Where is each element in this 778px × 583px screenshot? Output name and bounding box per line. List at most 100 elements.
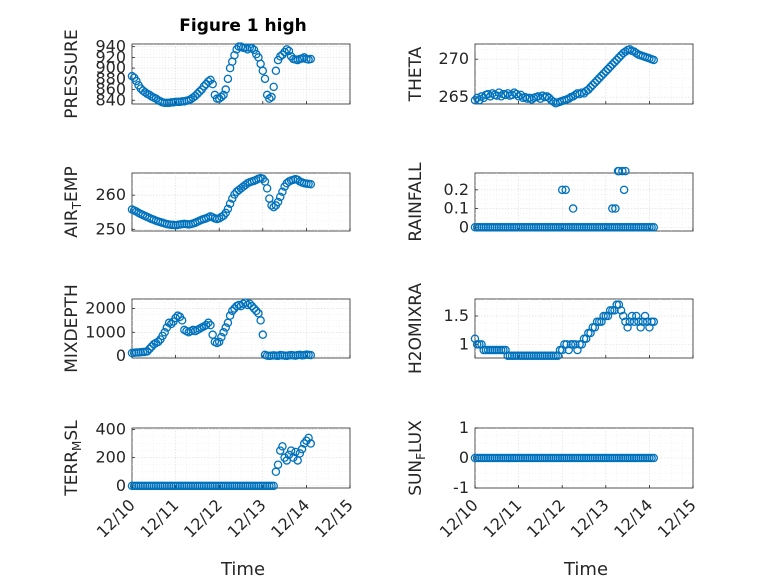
data-point xyxy=(145,90,154,100)
data-point xyxy=(258,66,268,76)
data-point xyxy=(241,180,250,190)
data-point xyxy=(275,446,285,455)
data-point xyxy=(219,90,228,100)
data-point xyxy=(267,201,276,210)
x-tick-label: 12/13 xyxy=(567,495,613,541)
y-axis-label: RAINFALL xyxy=(406,162,426,242)
data-point xyxy=(612,55,621,65)
x-tick-label: 12/11 xyxy=(136,495,182,541)
data-point xyxy=(245,299,254,309)
data-point xyxy=(228,306,237,316)
data-point xyxy=(201,320,211,330)
x-tick-label: 12/14 xyxy=(267,495,313,541)
data-point xyxy=(618,311,628,321)
data-point xyxy=(649,55,659,65)
x-tick-label: 12/10 xyxy=(436,495,482,541)
data-point xyxy=(640,311,650,321)
data-point xyxy=(195,87,204,96)
data-point xyxy=(306,54,316,64)
data-point xyxy=(597,317,606,326)
data-point xyxy=(247,44,257,53)
data-point xyxy=(275,192,285,202)
data-point xyxy=(249,45,259,55)
data-point xyxy=(603,311,613,321)
data-point xyxy=(616,306,626,315)
y-tick-label: 1 xyxy=(459,334,469,353)
data-point xyxy=(193,89,202,99)
data-point xyxy=(306,350,316,360)
data-point xyxy=(201,79,211,89)
data-point xyxy=(306,180,316,189)
y-tick-label: 0.1 xyxy=(444,199,469,218)
y-tick-label: 880 xyxy=(95,69,126,88)
y-tick-label: 1 xyxy=(459,418,469,437)
x-tick-label: 12/15 xyxy=(654,495,700,541)
data-point xyxy=(199,82,209,91)
data-point xyxy=(588,80,597,90)
data-point xyxy=(265,94,274,103)
data-point xyxy=(477,340,486,349)
y-tick-label: 940 xyxy=(95,37,126,56)
data-point xyxy=(278,442,287,451)
subplot-6: 1 1.5 H2OMIXRA xyxy=(406,283,694,374)
data-point xyxy=(249,304,259,313)
data-point xyxy=(638,317,648,326)
data-point xyxy=(608,60,617,69)
data-point xyxy=(632,311,641,321)
data-point xyxy=(590,78,600,87)
data-point xyxy=(204,318,213,328)
data-point xyxy=(127,71,137,81)
subplot-3: 250 260 AIRTEMP xyxy=(62,166,351,238)
y-axis-label: SUNFLUX xyxy=(406,420,428,496)
data-point xyxy=(636,323,645,332)
figure-title: Figure 1 high xyxy=(179,16,307,36)
data-point xyxy=(219,328,228,337)
data-point xyxy=(571,340,580,349)
data-point xyxy=(269,82,278,92)
data-point xyxy=(282,178,292,188)
data-point xyxy=(153,337,163,347)
data-point xyxy=(275,52,285,61)
axes-box xyxy=(474,298,694,359)
data-point xyxy=(273,460,283,469)
data-point xyxy=(214,214,224,223)
data-point xyxy=(160,328,169,337)
data-point xyxy=(177,316,187,325)
x-tick-label: 12/12 xyxy=(523,495,569,541)
data-point xyxy=(247,301,257,311)
y-tick-label: 0 xyxy=(116,346,126,365)
y-tick-label: 250 xyxy=(95,219,126,238)
data-point xyxy=(470,95,480,105)
data-point xyxy=(610,306,619,315)
data-point xyxy=(284,46,294,56)
data-point xyxy=(586,83,595,92)
data-point xyxy=(132,76,141,86)
y-tick-label: 860 xyxy=(95,80,126,99)
data-point xyxy=(625,317,635,326)
data-point xyxy=(217,332,226,342)
data-point xyxy=(592,76,602,85)
data-point xyxy=(597,71,606,81)
y-tick-label: 920 xyxy=(95,47,126,66)
y-tick-label: 265 xyxy=(438,87,469,106)
data-point xyxy=(586,328,595,338)
data-point xyxy=(621,317,630,326)
data-point xyxy=(470,334,480,343)
y-tick-label: 1.5 xyxy=(444,306,469,325)
data-point xyxy=(306,439,316,448)
data-point xyxy=(217,92,226,102)
data-point xyxy=(568,204,578,213)
data-point xyxy=(577,340,587,349)
data-point xyxy=(634,317,643,326)
y-tick-label: 0 xyxy=(116,476,126,495)
data-point xyxy=(619,185,629,195)
x-axis-label-right: Time xyxy=(563,559,608,580)
data-point xyxy=(132,207,141,216)
data-point xyxy=(645,323,654,332)
data-point xyxy=(603,64,613,74)
data-point xyxy=(595,73,604,83)
data-point xyxy=(561,185,570,195)
